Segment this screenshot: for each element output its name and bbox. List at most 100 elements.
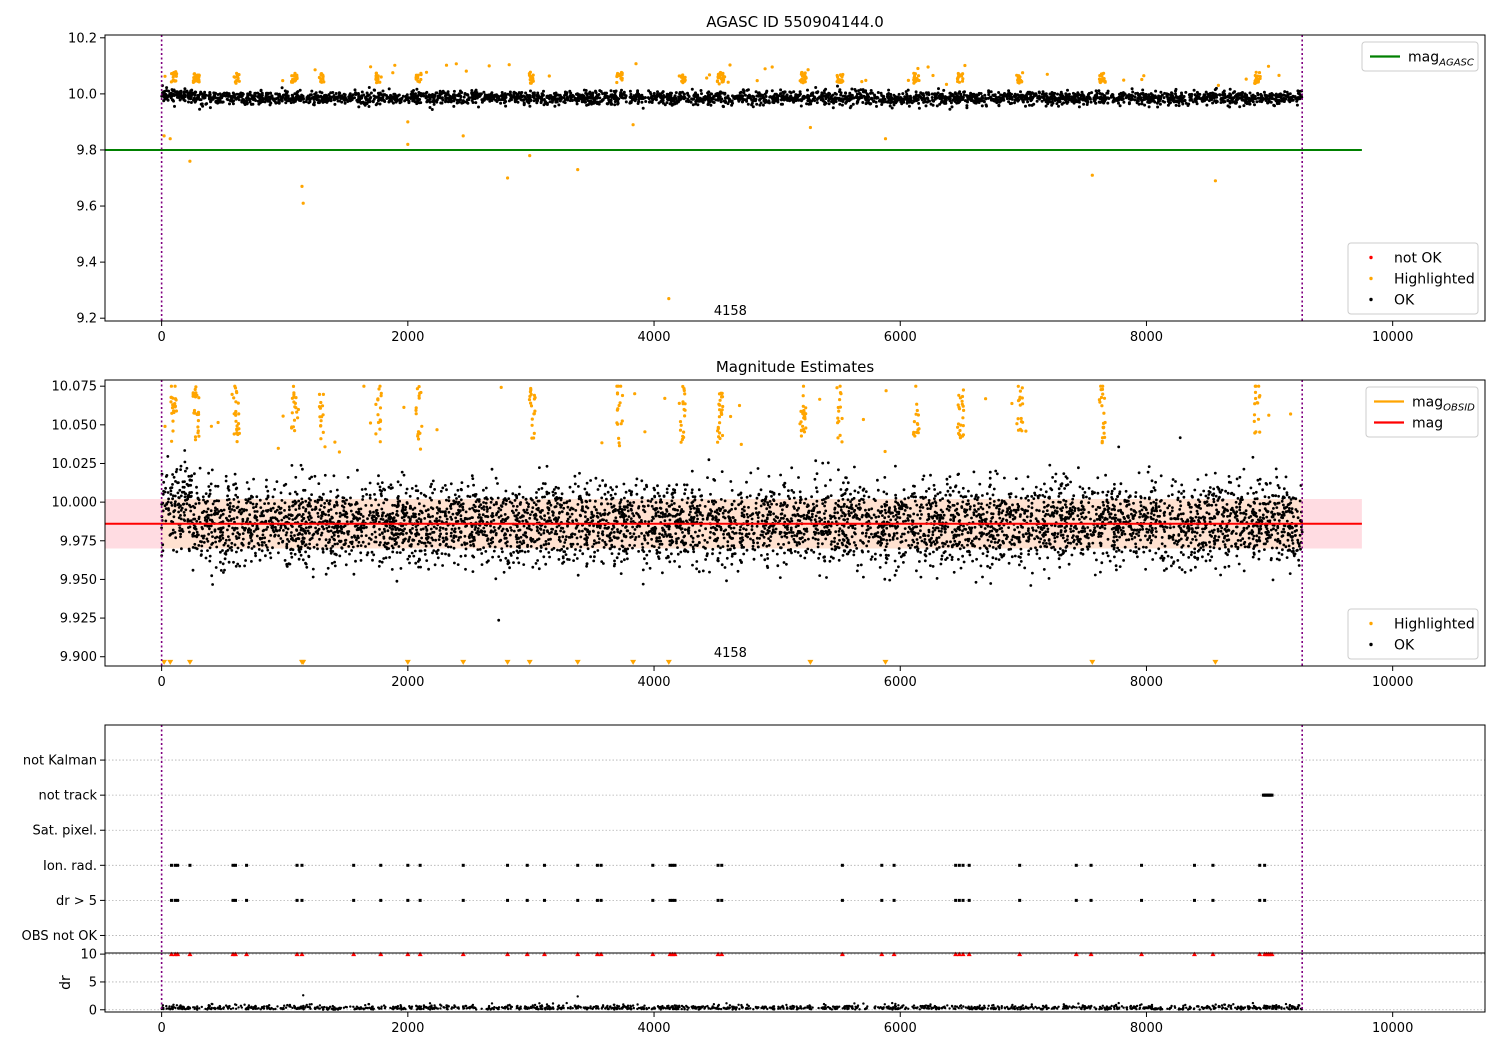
- ok-point: [696, 99, 700, 103]
- ok-point: [1045, 95, 1049, 99]
- ok-point: [214, 100, 218, 104]
- ok-point: [1105, 96, 1109, 100]
- ok-point: [681, 90, 684, 94]
- ok-point: [861, 88, 865, 92]
- highlighted-point: [197, 73, 201, 77]
- ok-point: [1097, 89, 1101, 93]
- ok-point: [926, 91, 930, 95]
- highlighted-point: [1102, 71, 1106, 75]
- ok-point: [615, 99, 618, 103]
- ok-point: [1219, 491, 1222, 494]
- ok-point: [371, 100, 375, 104]
- ok-point: [1234, 500, 1238, 504]
- ok-point: [432, 102, 436, 106]
- ok-point: [516, 100, 520, 104]
- ok-point: [971, 559, 974, 563]
- ok-point: [607, 511, 611, 515]
- ok-point: [758, 103, 762, 107]
- ok-point: [897, 92, 901, 96]
- highlighted-point: [800, 74, 805, 78]
- ok-point: [724, 96, 728, 100]
- ok-point: [221, 92, 225, 96]
- highlighted-point: [391, 71, 395, 75]
- ok-point: [497, 526, 501, 530]
- ok-point: [1248, 102, 1251, 106]
- ok-point: [342, 97, 346, 101]
- ok-point: [331, 550, 335, 553]
- ok-point: [838, 102, 842, 106]
- ok-point: [584, 89, 588, 92]
- ok-point: [1291, 98, 1295, 102]
- highlighted-point: [1098, 80, 1102, 84]
- ok-point: [875, 104, 878, 108]
- ok-point: [832, 556, 835, 560]
- ok-point: [896, 501, 899, 505]
- ok-point: [948, 475, 952, 478]
- ok-point: [1271, 578, 1275, 582]
- ok-point: [1129, 549, 1132, 552]
- ok-point: [1223, 565, 1227, 569]
- ok-point: [1010, 92, 1013, 96]
- ok-point: [580, 100, 584, 104]
- ok-point: [427, 513, 430, 516]
- ok-point: [598, 100, 602, 104]
- highlighted-outlier: [1213, 179, 1217, 183]
- ok-point: [699, 99, 703, 103]
- ok-point: [234, 482, 238, 486]
- ok-point: [1059, 90, 1063, 94]
- ok-point: [802, 94, 806, 98]
- ok-point: [1060, 514, 1064, 517]
- ok-point: [334, 92, 338, 95]
- ok-point: [509, 97, 513, 101]
- ok-point: [433, 99, 437, 103]
- ok-point: [1142, 550, 1146, 554]
- ok-point: [523, 550, 527, 554]
- ok-point: [956, 97, 960, 101]
- ok-point: [233, 472, 237, 476]
- highlighted-point: [1277, 73, 1281, 77]
- ok-point: [224, 479, 228, 483]
- ok-point: [1054, 480, 1057, 483]
- ok-point: [820, 91, 824, 95]
- ok-point: [1256, 96, 1260, 100]
- ok-point: [572, 94, 575, 98]
- ok-point: [254, 99, 258, 102]
- ok-point: [340, 100, 344, 104]
- ok-point: [1231, 100, 1234, 104]
- highlighted-outlier: [406, 120, 410, 124]
- ok-point: [207, 532, 211, 536]
- ok-point: [644, 100, 648, 103]
- ok-point: [1176, 498, 1180, 502]
- ok-point: [1057, 487, 1061, 491]
- ok-point: [372, 553, 376, 557]
- ok-point: [474, 525, 477, 529]
- ok-point: [524, 91, 528, 95]
- ok-point: [817, 531, 820, 535]
- ok-point: [903, 527, 907, 530]
- highlighted-point: [234, 79, 238, 83]
- ok-point: [466, 101, 470, 105]
- ok-point: [203, 90, 207, 94]
- x-tick-label: 4000: [637, 330, 670, 345]
- ok-point: [1188, 93, 1192, 96]
- ok-point: [1005, 97, 1009, 101]
- ok-point: [205, 537, 209, 541]
- ok-point: [1238, 96, 1242, 100]
- ok-point: [371, 558, 374, 562]
- ok-point: [931, 533, 935, 537]
- highlighted-point: [707, 73, 712, 77]
- ok-point: [362, 93, 366, 97]
- ok-point: [933, 528, 937, 532]
- ok-point: [656, 90, 659, 94]
- ok-point: [220, 96, 224, 100]
- ok-point: [650, 504, 654, 508]
- ok-point: [764, 98, 768, 102]
- ok-point: [849, 104, 853, 108]
- ok-point: [1192, 519, 1196, 523]
- ok-point: [208, 527, 211, 531]
- ok-point: [1223, 100, 1227, 104]
- ok-point: [703, 98, 707, 102]
- ok-point: [670, 499, 674, 503]
- ok-point: [1067, 94, 1071, 98]
- ok-point: [598, 519, 602, 523]
